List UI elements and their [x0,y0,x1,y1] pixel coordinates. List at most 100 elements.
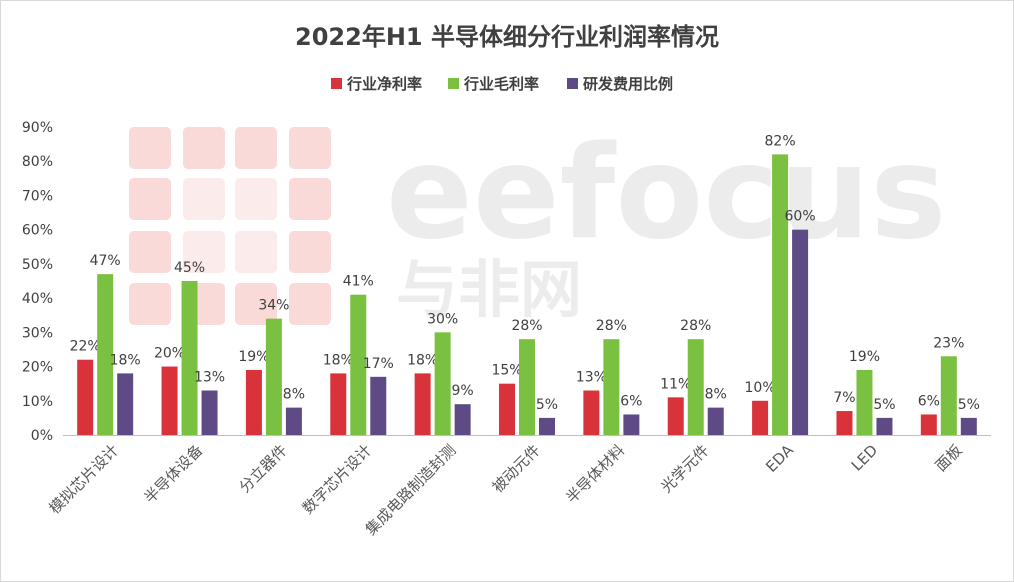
data-label: 28% [680,318,711,334]
data-label: 8% [283,387,305,403]
legend-swatch [448,78,459,89]
watermark-logo-square [183,231,225,273]
bar [499,383,515,435]
bar [583,390,600,435]
bar [687,339,704,435]
y-tick-label: 20% [22,360,53,376]
data-label: 8% [705,387,727,403]
watermark-logo-square [289,127,331,169]
bar [285,407,302,435]
legend-swatch [567,78,578,89]
bar [876,417,893,435]
data-label: 23% [933,335,964,351]
data-label: 34% [258,298,289,314]
x-tick-label: 模拟芯片设计 [46,441,122,517]
bar [245,369,262,435]
data-label: 9% [452,383,474,399]
data-label: 13% [194,370,225,386]
bar [856,369,873,435]
bar [330,373,347,435]
x-tick-label: 集成电路制造封测 [362,441,460,539]
data-label: 5% [536,397,558,413]
y-tick-label: 80% [22,154,53,170]
watermark-logo-square [289,178,331,220]
y-tick-label: 30% [22,325,53,341]
y-tick-label: 90% [22,120,53,136]
data-label: 60% [785,209,816,225]
bar [772,154,789,435]
data-label: 45% [174,260,205,276]
bar [265,318,282,435]
watermark-logo-square [129,127,171,169]
x-tick-label: 光学元件 [657,441,712,496]
data-label: 22% [70,339,101,355]
bar [792,229,809,435]
bar [414,373,431,435]
y-tick-label: 50% [22,257,53,273]
bar [920,414,937,435]
watermark-logo-square [129,283,171,325]
data-label: 47% [90,253,121,269]
legend-label: 行业净利率 [346,75,422,93]
legend: 行业净利率 行业毛利率 研发费用比例 [331,75,673,93]
x-tick-label: 半导体材料 [562,441,628,507]
x-tick-label: 分立器件 [236,441,291,496]
data-label: 6% [918,393,940,409]
watermark-logo-square [183,178,225,220]
watermark-logo-square [183,127,225,169]
legend-swatch [331,78,342,89]
bar [539,417,555,435]
y-axis: 0% 10% 20% 30% 40% 50% 60% 70% 80% 90% [22,120,53,444]
watermark-logo-square [289,231,331,273]
watermark-logo-square [235,231,277,273]
data-label: 18% [407,352,438,368]
data-label: 13% [576,370,607,386]
data-label: 19% [238,349,269,365]
data-label: 20% [154,346,185,362]
bar [752,400,769,435]
x-tick-label: LED [848,441,882,475]
bar [707,407,724,435]
data-label: 5% [958,397,980,413]
chart-title: 2022年H1 半导体细分行业利润率情况 [295,23,719,51]
y-tick-label: 40% [22,291,53,307]
x-tick-label: 被动元件 [489,441,544,496]
data-label: 6% [620,393,642,409]
bar [623,414,640,435]
bar [940,356,957,435]
data-label: 5% [873,397,895,413]
watermark-sub-text: 与非网 [396,253,582,326]
data-label: 30% [427,311,458,327]
bar [454,404,471,435]
y-tick-label: 0% [31,428,53,444]
watermark-logo-square [235,283,277,325]
bar [97,274,114,435]
bar [667,397,684,435]
watermark-logo-square [129,178,171,220]
data-label: 18% [110,352,141,368]
watermark-logo-square [129,231,171,273]
bar [603,339,620,435]
x-tick-label: 面板 [932,441,966,475]
data-label: 15% [491,363,522,379]
x-tick-label: 数字芯片设计 [299,441,375,517]
y-tick-label: 10% [22,394,53,410]
bar [161,366,178,435]
watermark-brand-text: eefocus [386,119,946,268]
legend-label: 行业毛利率 [463,75,539,93]
bar [77,359,94,435]
bar [519,339,535,435]
data-label: 18% [323,352,354,368]
bar [960,417,977,435]
data-label: 7% [833,390,855,406]
bar [117,373,134,435]
y-tick-label: 70% [22,188,53,204]
bar [350,294,367,435]
bar [836,411,853,435]
y-tick-label: 60% [22,223,53,239]
watermark-logo-square [289,283,331,325]
